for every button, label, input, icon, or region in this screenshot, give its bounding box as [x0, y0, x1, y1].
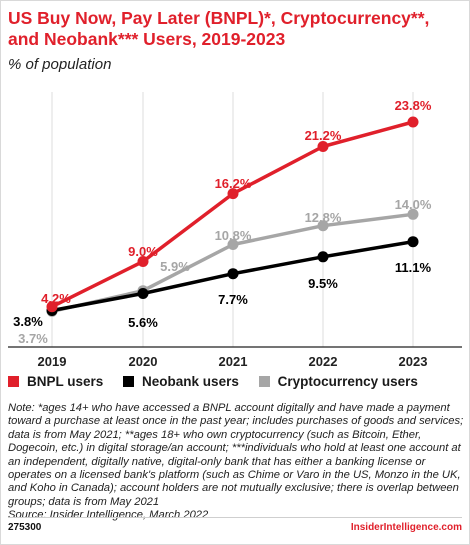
- x-tick-label-2021: 2021: [219, 354, 248, 369]
- data-point-crypto-2023: [407, 208, 419, 220]
- data-point-crypto-2021: [227, 239, 239, 250]
- data-label-crypto-2021: 10.8%: [215, 228, 252, 243]
- legend-label-neobank: Neobank users: [142, 374, 239, 389]
- x-tick-label-2023: 2023: [399, 354, 428, 369]
- data-label-bnpl-2020: 9.0%: [128, 244, 158, 259]
- chart-id: 275300: [8, 522, 42, 533]
- line-chart: 2019 2020 2021 2022 2023 4.2% 9.0% 16.2% 21.2% 23…: [8, 92, 462, 369]
- data-label-neobank-2021: 7.7%: [218, 292, 248, 307]
- legend-swatch-bnpl: [8, 376, 19, 387]
- chart-subtitle: % of population: [8, 56, 112, 73]
- chart-title: US Buy Now, Pay Later (BNPL)*, Cryptocur…: [8, 8, 430, 49]
- legend-swatch-neobank: [123, 376, 135, 387]
- data-point-bnpl-2021: [227, 188, 239, 200]
- data-label-neobank-2020: 5.6%: [128, 315, 158, 330]
- data-point-bnpl-2020: [137, 256, 149, 267]
- legend-swatch-crypto: [258, 376, 270, 387]
- data-point-crypto-2022: [317, 220, 329, 232]
- source-text: Source: Insider Intelligence, March 2022: [8, 509, 209, 522]
- data-point-neobank-2023: [407, 236, 419, 248]
- legend-label-crypto: Cryptocurrency users: [277, 374, 418, 389]
- data-point-neobank-2021: [227, 268, 239, 280]
- note-text: Note: *ages 14+ who have accessed a BNPL…: [8, 402, 464, 508]
- data-label-bnpl-2022: 21.2%: [305, 128, 342, 143]
- chart-note: Note: *ages 14+ who have accessed a BNPL…: [8, 402, 464, 523]
- data-point-neobank-2022: [317, 251, 329, 263]
- data-point-neobank-2020: [137, 288, 149, 299]
- data-label-bnpl-2021: 16.2%: [215, 176, 252, 191]
- x-tick-label-2022: 2022: [309, 354, 338, 369]
- data-label-bnpl-2019: 4.2%: [41, 291, 71, 306]
- x-tick-label-2020: 2020: [129, 354, 158, 369]
- footer-divider: [8, 517, 462, 518]
- data-label-crypto-2019: 3.7%: [18, 331, 48, 346]
- data-label-crypto-2022: 12.8%: [305, 210, 342, 225]
- legend-item-crypto: Cryptocurrency users: [258, 374, 418, 389]
- data-label-neobank-2019: 3.8%: [13, 314, 43, 329]
- legend-item-bnpl: BNPL users: [8, 374, 103, 389]
- data-label-bnpl-2023: 23.8%: [395, 98, 432, 113]
- data-point-bnpl-2023: [407, 116, 419, 128]
- brand-name: InsiderIntelligence.com: [350, 522, 462, 533]
- data-point-bnpl-2019: [46, 301, 58, 313]
- data-point-bnpl-2022: [317, 141, 329, 152]
- legend: BNPL users Neobank users Cryptocurrency …: [8, 374, 434, 390]
- data-label-neobank-2022: 9.5%: [308, 276, 338, 291]
- data-label-crypto-2023: 14.0%: [395, 197, 432, 212]
- legend-label-bnpl: BNPL users: [27, 374, 104, 389]
- x-tick-label-2019: 2019: [38, 354, 67, 369]
- data-label-neobank-2023: 11.1%: [395, 260, 432, 275]
- legend-item-neobank: Neobank users: [123, 374, 239, 389]
- data-label-crypto-2020: 5.9%: [160, 259, 190, 274]
